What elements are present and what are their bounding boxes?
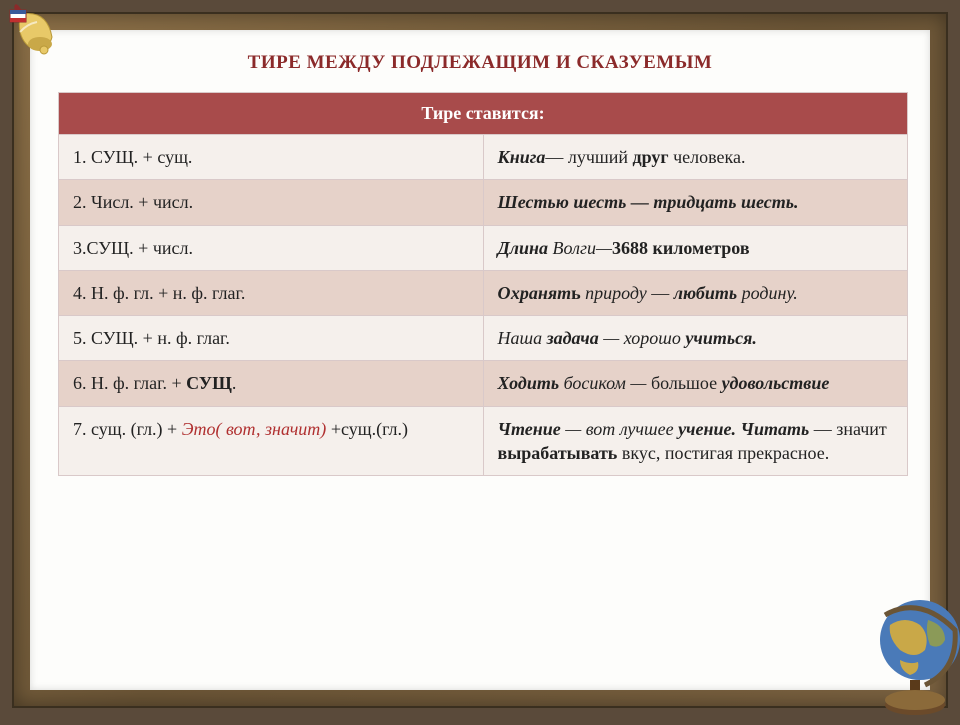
table-row: 7. сущ. (гл.) + Это( вот, значит) +сущ.(… — [59, 406, 908, 476]
rule-cell: 2. Числ. + числ. — [59, 180, 484, 225]
table-row: 6. Н. ф. глаг. + СУЩ. Ходить босиком — б… — [59, 361, 908, 406]
table-row: 2. Числ. + числ. Шестью шесть — тридцать… — [59, 180, 908, 225]
example-cell: Длина Волги—3688 километров — [483, 225, 908, 270]
page-title: ТИРЕ МЕЖДУ ПОДЛЕЖАЩИМ И СКАЗУЕМЫМ — [0, 52, 960, 74]
table-row: 5. СУЩ. + н. ф. глаг. Наша задача — хоро… — [59, 316, 908, 361]
example-cell: Книга— лучший друг человека. — [483, 135, 908, 180]
rule-cell: 6. Н. ф. глаг. + СУЩ. — [59, 361, 484, 406]
rules-table: Тире ставится: 1. СУЩ. + сущ. Книга— луч… — [58, 92, 908, 476]
example-cell: Чтение — вот лучшее учение. Читать — зна… — [483, 406, 908, 476]
rule-cell: 1. СУЩ. + сущ. — [59, 135, 484, 180]
bell-icon — [2, 2, 62, 62]
example-cell: Охранять природу — любить родину. — [483, 270, 908, 315]
globe-icon — [850, 580, 960, 720]
rule-cell: 5. СУЩ. + н. ф. глаг. — [59, 316, 484, 361]
table-header: Тире ставится: — [59, 93, 908, 135]
table-row: 4. Н. ф. гл. + н. ф. глаг. Охранять прир… — [59, 270, 908, 315]
table-row: 1. СУЩ. + сущ. Книга— лучший друг челове… — [59, 135, 908, 180]
example-cell: Ходить босиком — большое удовольствие — [483, 361, 908, 406]
rule-cell: 3.СУЩ. + числ. — [59, 225, 484, 270]
rule-cell: 7. сущ. (гл.) + Это( вот, значит) +сущ.(… — [59, 406, 484, 476]
rule-cell: 4. Н. ф. гл. + н. ф. глаг. — [59, 270, 484, 315]
table-row: 3.СУЩ. + числ. Длина Волги—3688 километр… — [59, 225, 908, 270]
example-cell: Шестью шесть — тридцать шесть. — [483, 180, 908, 225]
example-cell: Наша задача — хорошо учиться. — [483, 316, 908, 361]
